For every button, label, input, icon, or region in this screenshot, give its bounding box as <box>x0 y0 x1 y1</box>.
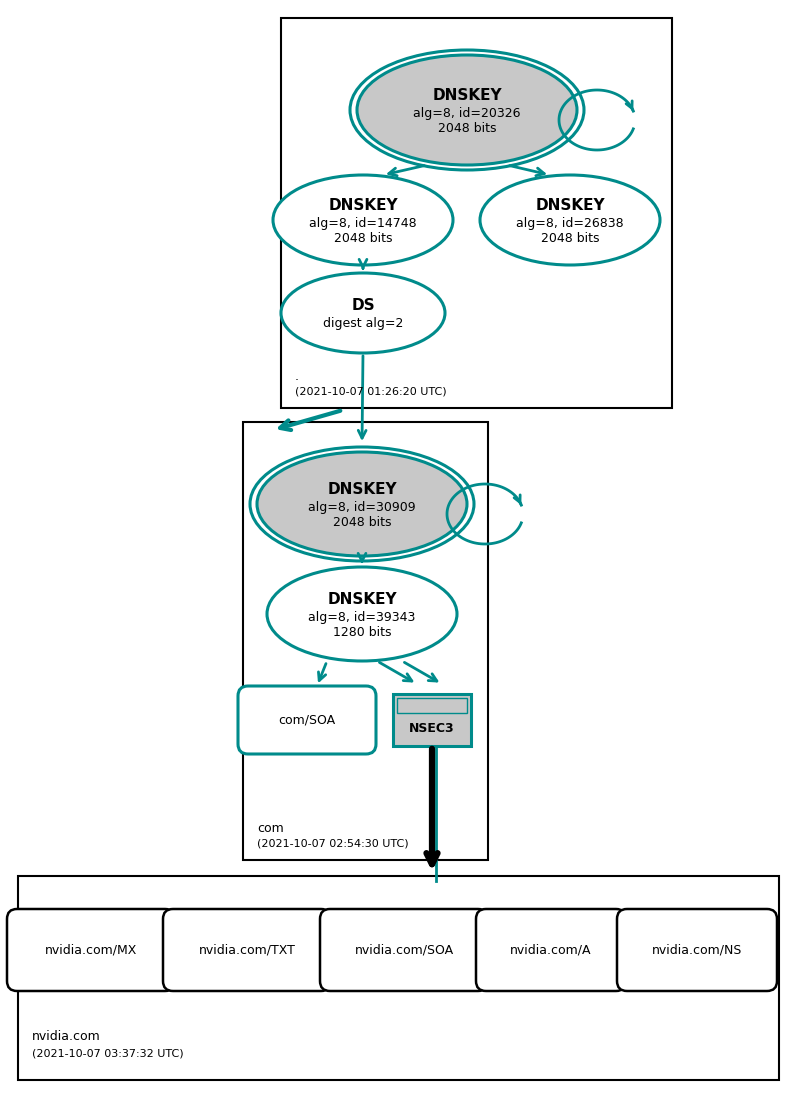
Text: 2048 bits: 2048 bits <box>438 121 497 135</box>
Text: alg=8, id=14748: alg=8, id=14748 <box>309 217 417 230</box>
Ellipse shape <box>357 55 577 165</box>
Ellipse shape <box>281 274 445 353</box>
Text: digest alg=2: digest alg=2 <box>323 316 403 329</box>
Text: (2021-10-07 02:54:30 UTC): (2021-10-07 02:54:30 UTC) <box>257 838 409 848</box>
Text: alg=8, id=26838: alg=8, id=26838 <box>516 217 624 230</box>
Text: DNSKEY: DNSKEY <box>432 89 502 104</box>
Text: (2021-10-07 03:37:32 UTC): (2021-10-07 03:37:32 UTC) <box>32 1048 184 1058</box>
Ellipse shape <box>257 452 467 556</box>
Text: nvidia.com/NS: nvidia.com/NS <box>652 943 742 956</box>
Bar <box>281 18 672 408</box>
Text: alg=8, id=39343: alg=8, id=39343 <box>308 610 416 624</box>
Text: DNSKEY: DNSKEY <box>328 198 398 213</box>
Text: nvidia.com: nvidia.com <box>32 1029 101 1043</box>
Text: .: . <box>295 370 299 383</box>
Text: nvidia.com/SOA: nvidia.com/SOA <box>355 943 454 956</box>
Text: alg=8, id=30909: alg=8, id=30909 <box>308 500 416 513</box>
Text: alg=8, id=20326: alg=8, id=20326 <box>413 106 521 119</box>
Bar <box>243 422 488 860</box>
Text: DNSKEY: DNSKEY <box>535 198 605 213</box>
FancyBboxPatch shape <box>320 909 488 991</box>
Text: DNSKEY: DNSKEY <box>327 593 397 607</box>
Text: NSEC3: NSEC3 <box>409 722 455 734</box>
FancyBboxPatch shape <box>7 909 175 991</box>
Ellipse shape <box>480 175 660 265</box>
Text: nvidia.com/TXT: nvidia.com/TXT <box>199 943 295 956</box>
Text: DNSKEY: DNSKEY <box>327 482 397 498</box>
FancyBboxPatch shape <box>163 909 331 991</box>
Text: 2048 bits: 2048 bits <box>333 232 392 244</box>
Text: 2048 bits: 2048 bits <box>333 515 391 528</box>
Bar <box>397 698 467 713</box>
Text: nvidia.com/MX: nvidia.com/MX <box>45 943 137 956</box>
Text: 2048 bits: 2048 bits <box>541 232 600 244</box>
Text: 1280 bits: 1280 bits <box>333 626 391 639</box>
Ellipse shape <box>267 567 457 661</box>
Text: com: com <box>257 822 284 835</box>
Text: nvidia.com/A: nvidia.com/A <box>510 943 592 956</box>
Text: com/SOA: com/SOA <box>279 713 336 726</box>
FancyBboxPatch shape <box>238 686 376 754</box>
Ellipse shape <box>273 175 453 265</box>
Bar <box>393 694 471 746</box>
Bar <box>18 876 779 1080</box>
Text: DS: DS <box>351 298 375 313</box>
FancyBboxPatch shape <box>617 909 777 991</box>
FancyBboxPatch shape <box>476 909 626 991</box>
Text: (2021-10-07 01:26:20 UTC): (2021-10-07 01:26:20 UTC) <box>295 386 447 396</box>
